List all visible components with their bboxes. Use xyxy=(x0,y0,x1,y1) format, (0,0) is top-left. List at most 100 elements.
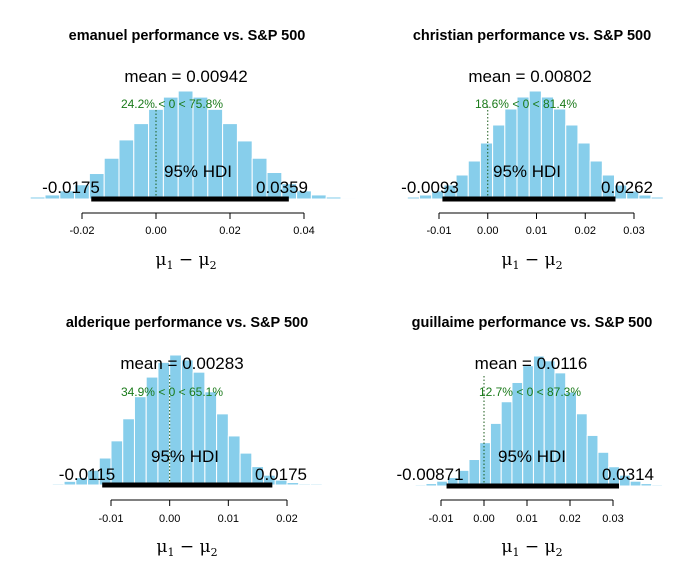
histogram-bar xyxy=(553,108,567,200)
panel-title: christian performance vs. S&P 500 xyxy=(413,28,651,44)
hdi-label: 95% HDI xyxy=(498,447,566,466)
histogram-bar xyxy=(157,361,171,486)
histogram-bar xyxy=(532,355,545,487)
x-axis-label: μ1 − μ2 xyxy=(155,250,216,272)
histogram-bar xyxy=(479,142,494,200)
histogram-bar xyxy=(504,108,518,200)
x-tick-label: 0.02 xyxy=(219,225,240,237)
x-axis: -0.01 0.00 0.01 0.02 0.03 xyxy=(426,212,645,237)
hdi-low-label: -0.0175 xyxy=(42,178,100,197)
histogram-bar xyxy=(227,435,241,486)
histogram-bar xyxy=(103,157,120,200)
x-tick-label: 0.00 xyxy=(477,225,498,237)
histogram-bar xyxy=(651,484,663,487)
panel-title: emanuel performance vs. S&P 500 xyxy=(69,28,306,44)
histogram-bar xyxy=(148,108,164,200)
histogram-bar xyxy=(406,196,420,200)
histogram-bar xyxy=(192,96,209,200)
x-tick-label: 0.02 xyxy=(559,513,580,525)
percent-label: 34.9% < 0 < 65.1% xyxy=(121,385,223,399)
x-tick-label: 0.04 xyxy=(293,225,314,237)
histogram-bar xyxy=(122,418,135,486)
histogram-bar xyxy=(118,139,135,200)
percent-label: 18.6% < 0 < 81.4% xyxy=(475,97,577,111)
panel-title: guillaime performance vs. S&P 500 xyxy=(412,315,653,331)
x-tick-label: 0.03 xyxy=(602,513,623,525)
x-axis: -0.02 0.00 0.02 0.04 xyxy=(69,212,315,237)
histogram-bar xyxy=(310,194,327,200)
x-tick-label: 0.02 xyxy=(276,513,297,525)
histogram-bar xyxy=(133,396,147,486)
histogram-bar xyxy=(650,196,664,200)
panel-1: emanuel performance vs. S&P 500 mean = 0.… xyxy=(29,28,357,272)
panel-4: guillaime performance vs. S&P 500 mean = … xyxy=(396,315,663,559)
hdi-high-label: 0.0262 xyxy=(601,178,653,197)
x-axis: -0.01 0.00 0.01 0.02 xyxy=(98,499,298,525)
x-axis-label: μ1 − μ2 xyxy=(501,537,562,559)
histogram-bar xyxy=(618,474,631,487)
hdi-low-label: -0.0115 xyxy=(59,465,115,484)
panel-3: alderique performance vs. S&P 500 mean = … xyxy=(51,315,323,559)
histogram-bar xyxy=(162,96,179,200)
x-tick-label: 0.00 xyxy=(145,225,166,237)
histogram-bar xyxy=(467,160,481,200)
mean-label: mean = 0.0116 xyxy=(475,354,588,373)
hdi-label: 95% HDI xyxy=(151,447,219,466)
histogram-bar xyxy=(309,483,323,486)
histogram-bar xyxy=(180,359,194,486)
hdi-high-label: 0.0314 xyxy=(602,465,654,484)
histogram-bar xyxy=(540,96,555,200)
x-tick-label: -0.01 xyxy=(98,513,123,525)
histogram-bar xyxy=(543,360,556,487)
hdi-high-label: 0.0359 xyxy=(256,178,308,197)
histogram-bar xyxy=(204,391,218,486)
histogram-bar xyxy=(468,459,481,487)
hdi-low-label: -0.00871 xyxy=(396,465,463,484)
histogram-bar xyxy=(239,452,253,486)
histogram-bar xyxy=(29,196,46,200)
x-tick-label: -0.02 xyxy=(69,225,94,237)
histogram-bar xyxy=(586,434,599,487)
x-axis-label: μ1 − μ2 xyxy=(156,537,217,559)
histogram-bar xyxy=(133,123,150,200)
x-tick-label: 0.03 xyxy=(623,225,644,237)
histogram-bar xyxy=(325,196,342,200)
x-axis-label: μ1 − μ2 xyxy=(501,250,562,272)
x-axis: -0.01 0.00 0.01 0.02 0.03 xyxy=(428,499,624,525)
histogram-bar xyxy=(565,124,579,200)
histogram-bar xyxy=(207,108,224,200)
mean-label: mean = 0.00802 xyxy=(468,67,591,86)
mean-label: mean = 0.00942 xyxy=(124,67,247,86)
histogram-bar xyxy=(479,442,491,487)
x-tick-label: 0.01 xyxy=(526,225,547,237)
percent-label: 24.2% < 0 < 75.8% xyxy=(121,97,223,111)
x-tick-label: -0.01 xyxy=(426,225,451,237)
histogram-bar xyxy=(565,391,577,487)
histogram-bar xyxy=(575,413,588,487)
x-tick-label: 0.02 xyxy=(575,225,596,237)
histogram-bars xyxy=(51,354,323,486)
histogram-bar xyxy=(340,197,357,200)
histogram-bar xyxy=(236,140,253,200)
x-tick-label: 0.00 xyxy=(473,513,494,525)
x-tick-label: -0.01 xyxy=(428,513,453,525)
hdi-label: 95% HDI xyxy=(493,162,561,181)
histogram-bar xyxy=(577,142,591,200)
histogram-bar xyxy=(414,484,427,487)
x-tick-label: 0.01 xyxy=(516,513,537,525)
percent-label: 12.7% < 0 < 87.3% xyxy=(479,385,581,399)
histogram-bar xyxy=(394,197,408,200)
panel-2: christian performance vs. S&P 500 mean = … xyxy=(394,28,664,272)
panel-title: alderique performance vs. S&P 500 xyxy=(66,315,308,331)
hdi-high-label: 0.0175 xyxy=(255,465,307,484)
hdi-label: 95% HDI xyxy=(164,162,232,181)
mean-label: mean = 0.00283 xyxy=(120,354,243,373)
histogram-bar xyxy=(516,96,530,200)
x-tick-label: 0.01 xyxy=(218,513,239,525)
x-tick-label: 0.00 xyxy=(159,513,180,525)
histogram-bars xyxy=(414,355,663,487)
histogram-bar xyxy=(500,401,513,487)
hdi-low-label: -0.0093 xyxy=(401,178,459,197)
histogram-bar xyxy=(522,365,534,487)
